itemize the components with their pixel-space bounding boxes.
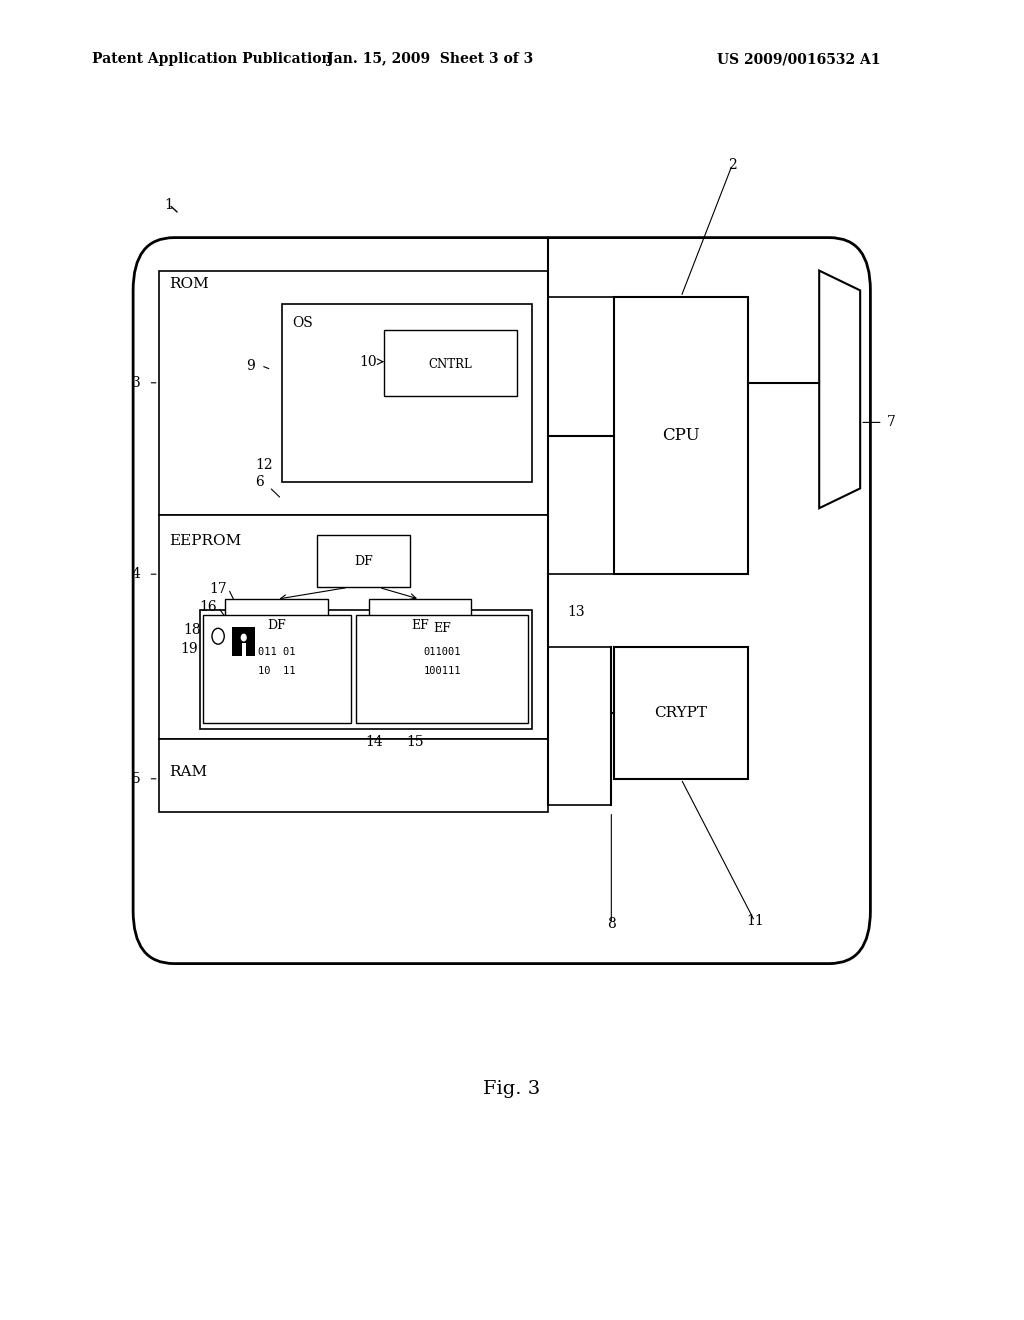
Circle shape: [241, 634, 247, 642]
Text: RAM: RAM: [169, 766, 207, 779]
Text: 18: 18: [183, 623, 202, 636]
Text: 11: 11: [745, 915, 764, 928]
Bar: [159, 271, 548, 515]
Text: Patent Application Publication: Patent Application Publication: [92, 53, 332, 66]
Text: 17: 17: [209, 582, 227, 595]
Bar: [159, 515, 548, 739]
Text: 011 01: 011 01: [258, 647, 295, 657]
Text: 16: 16: [199, 601, 217, 614]
Text: 3: 3: [132, 376, 140, 389]
Text: DF: DF: [354, 554, 373, 568]
Text: Fig. 3: Fig. 3: [483, 1080, 541, 1098]
Bar: [225, 599, 328, 652]
Text: EEPROM: EEPROM: [169, 535, 242, 548]
Text: 1: 1: [165, 198, 173, 211]
Text: 10  11: 10 11: [258, 665, 295, 676]
Bar: [200, 610, 532, 729]
Bar: [242, 643, 246, 656]
Text: 4: 4: [132, 568, 140, 581]
Text: 5: 5: [132, 772, 140, 785]
Text: DF: DF: [267, 619, 286, 632]
Text: Jan. 15, 2009  Sheet 3 of 3: Jan. 15, 2009 Sheet 3 of 3: [327, 53, 534, 66]
Bar: [356, 615, 528, 723]
Bar: [203, 615, 351, 723]
Text: CRYPT: CRYPT: [654, 706, 708, 719]
Text: 10: 10: [359, 355, 377, 368]
Text: 011001: 011001: [424, 647, 461, 657]
Text: CNTRL: CNTRL: [429, 358, 472, 371]
Bar: [232, 627, 255, 656]
Text: 14: 14: [365, 735, 383, 748]
Text: 12: 12: [255, 458, 273, 471]
Text: 13: 13: [567, 606, 586, 619]
Bar: [282, 304, 532, 482]
Text: 6: 6: [255, 475, 263, 488]
Text: 7: 7: [887, 416, 895, 429]
Bar: [317, 535, 410, 587]
Text: 2: 2: [728, 158, 736, 172]
Bar: [159, 739, 548, 812]
Text: ROM: ROM: [169, 277, 209, 290]
Text: CPU: CPU: [663, 428, 699, 444]
FancyBboxPatch shape: [133, 238, 870, 964]
Text: 9: 9: [247, 359, 255, 372]
Text: EF: EF: [411, 619, 429, 632]
Text: 100111: 100111: [424, 665, 461, 676]
Bar: [614, 297, 748, 574]
Bar: [369, 599, 471, 652]
Text: US 2009/0016532 A1: US 2009/0016532 A1: [717, 53, 881, 66]
Text: 8: 8: [607, 917, 615, 931]
Text: 15: 15: [406, 735, 424, 748]
Polygon shape: [819, 271, 860, 508]
Text: EF: EF: [433, 622, 452, 635]
Bar: [614, 647, 748, 779]
Text: OS: OS: [292, 317, 312, 330]
Bar: [384, 330, 517, 396]
Text: 19: 19: [180, 643, 199, 656]
